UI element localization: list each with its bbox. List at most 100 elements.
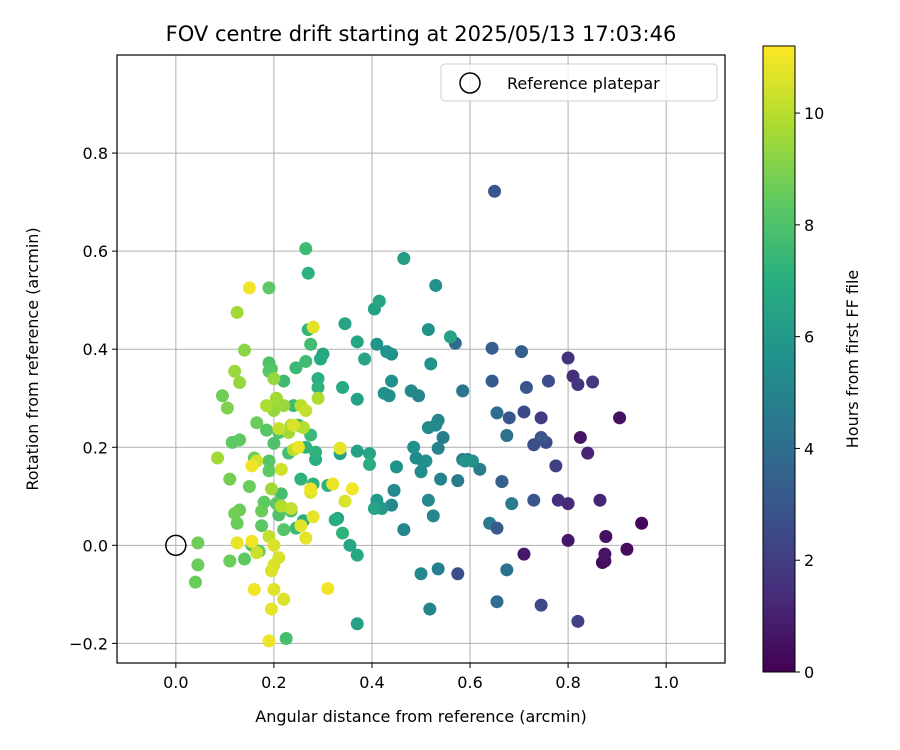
data-point: [385, 374, 399, 388]
data-point: [350, 335, 364, 349]
data-point: [350, 617, 364, 631]
y-axis-ticks: −0.2 0.0 0.2 0.4 0.6 0.8: [69, 144, 117, 653]
y-tick-label: 0.8: [83, 144, 108, 163]
data-point: [237, 552, 251, 566]
data-point: [635, 516, 649, 530]
data-point: [363, 447, 377, 461]
data-point: [424, 357, 438, 371]
data-point: [191, 558, 205, 572]
data-point: [527, 493, 541, 507]
data-point: [309, 445, 323, 459]
data-point: [581, 446, 595, 460]
data-point: [289, 361, 303, 375]
y-axis-title: Rotation from reference (arcmin): [23, 227, 42, 490]
data-point: [380, 345, 394, 359]
data-point: [586, 375, 600, 389]
data-point: [306, 320, 320, 334]
data-point: [299, 242, 313, 256]
data-point: [336, 380, 350, 394]
data-point: [431, 441, 445, 455]
data-point: [230, 516, 244, 530]
data-point: [267, 582, 281, 596]
data-point: [277, 374, 291, 388]
data-point: [421, 323, 435, 337]
data-point: [262, 281, 276, 295]
colorbar-tick-label: 4: [804, 439, 814, 458]
data-point: [277, 523, 291, 537]
data-point: [434, 472, 448, 486]
data-point: [336, 526, 350, 540]
data-point: [301, 266, 315, 280]
data-point: [333, 441, 347, 455]
data-point: [299, 354, 313, 368]
x-tick-label: 0.6: [457, 673, 482, 692]
data-point: [397, 523, 411, 537]
data-point: [279, 631, 293, 645]
data-point: [260, 399, 274, 413]
data-point: [267, 372, 281, 386]
data-point: [321, 581, 335, 595]
data-point: [242, 479, 256, 493]
data-point: [304, 337, 318, 351]
data-point: [485, 374, 499, 388]
data-point: [264, 482, 278, 496]
data-point: [490, 406, 504, 420]
data-point: [277, 399, 291, 413]
data-point: [409, 451, 423, 465]
colorbar-tick-label: 10: [804, 104, 824, 123]
data-point: [414, 465, 428, 479]
data-point: [515, 345, 529, 359]
data-point: [311, 380, 325, 394]
x-axis-ticks: 0.0 0.2 0.4 0.6 0.8 1.0: [163, 663, 679, 692]
data-point: [291, 440, 305, 454]
data-point: [228, 364, 242, 378]
data-point: [225, 435, 239, 449]
data-point: [561, 351, 575, 365]
y-tick-label: 0.4: [83, 340, 108, 359]
data-point: [370, 337, 384, 351]
legend-label: Reference platepar: [507, 74, 660, 93]
colorbar: 0 2 4 6 8 10 Hours from first FF file: [762, 45, 862, 682]
data-point: [255, 504, 269, 518]
x-tick-label: 0.2: [261, 673, 286, 692]
data-point: [228, 506, 242, 520]
data-point: [473, 462, 487, 476]
data-point: [345, 482, 359, 496]
data-point: [372, 294, 386, 308]
data-point: [250, 416, 264, 430]
data-point: [367, 502, 381, 516]
colorbar-fill: [763, 46, 795, 672]
data-point: [245, 459, 259, 473]
colorbar-title: Hours from first FF file: [843, 270, 862, 449]
x-tick-label: 0.4: [359, 673, 384, 692]
data-point: [262, 464, 276, 478]
data-point: [407, 440, 421, 454]
data-point: [500, 563, 514, 577]
data-point: [245, 534, 259, 548]
legend-marker-icon: [459, 72, 481, 94]
y-tick-label: 0.2: [83, 438, 108, 457]
data-point: [485, 341, 499, 355]
x-tick-label: 0.8: [555, 673, 580, 692]
data-point: [223, 472, 237, 486]
data-point: [363, 457, 377, 471]
data-point: [267, 538, 281, 552]
data-point: [191, 536, 205, 550]
data-point: [242, 281, 256, 295]
data-point: [436, 430, 450, 444]
data-point: [274, 487, 288, 501]
x-tick-label: 1.0: [653, 673, 678, 692]
data-point: [299, 531, 313, 545]
data-point: [274, 462, 288, 476]
y-tick-label: −0.2: [69, 634, 108, 653]
colorbar-tick-label: 8: [804, 216, 814, 235]
colorbar-ticks: 0 2 4 6 8 10: [795, 104, 824, 682]
data-point: [311, 391, 325, 405]
data-point: [260, 423, 274, 437]
data-point: [505, 497, 519, 511]
data-point: [233, 376, 247, 390]
data-point: [465, 454, 479, 468]
data-point: [326, 477, 340, 491]
data-point: [488, 184, 502, 198]
